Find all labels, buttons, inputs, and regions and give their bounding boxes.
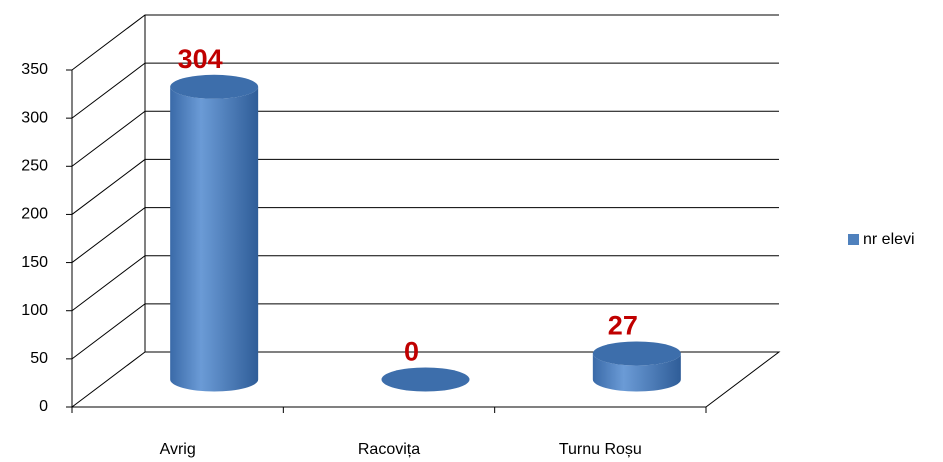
grid-line: [71, 62, 779, 119]
bar-top: [592, 341, 681, 366]
x-tick-label: Racovița: [358, 441, 420, 458]
grid-line: [71, 255, 779, 312]
bar: [170, 86, 259, 392]
bar-top: [170, 74, 259, 99]
y-tick-label: 250: [21, 158, 48, 175]
y-tick-label: 0: [39, 398, 48, 415]
y-tick-label: 100: [21, 302, 48, 319]
value-label: 304: [178, 44, 223, 74]
y-tick-label: 300: [21, 109, 48, 126]
x-tick-label: Turnu Roșu: [559, 441, 642, 458]
grid-line: [71, 303, 779, 360]
bar-top: [381, 367, 470, 392]
grid-line: [71, 158, 779, 215]
value-label: 0: [404, 337, 419, 367]
y-tick-label: 350: [21, 61, 48, 78]
grid-line: [71, 110, 779, 167]
grid-line: [71, 207, 779, 263]
bar: [592, 353, 681, 392]
value-label: 27: [608, 311, 638, 341]
x-tick-label: Avrig: [160, 441, 196, 458]
y-tick-label: 200: [21, 206, 48, 223]
legend-swatch: [848, 234, 859, 245]
y-tick-label: 150: [21, 254, 48, 271]
grid-line: [71, 14, 779, 71]
floor: [71, 351, 781, 408]
legend-label: nr elevi: [863, 231, 915, 248]
y-tick-label: 50: [30, 350, 48, 367]
